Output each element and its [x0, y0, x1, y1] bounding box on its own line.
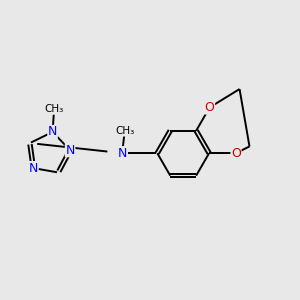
Text: N: N [65, 144, 75, 157]
Text: CH₃: CH₃ [115, 126, 134, 136]
Text: O: O [205, 101, 214, 114]
Text: O: O [231, 147, 241, 160]
Text: CH₃: CH₃ [44, 104, 64, 114]
Text: N: N [118, 147, 127, 160]
Text: N: N [29, 162, 38, 175]
Text: N: N [48, 125, 57, 139]
